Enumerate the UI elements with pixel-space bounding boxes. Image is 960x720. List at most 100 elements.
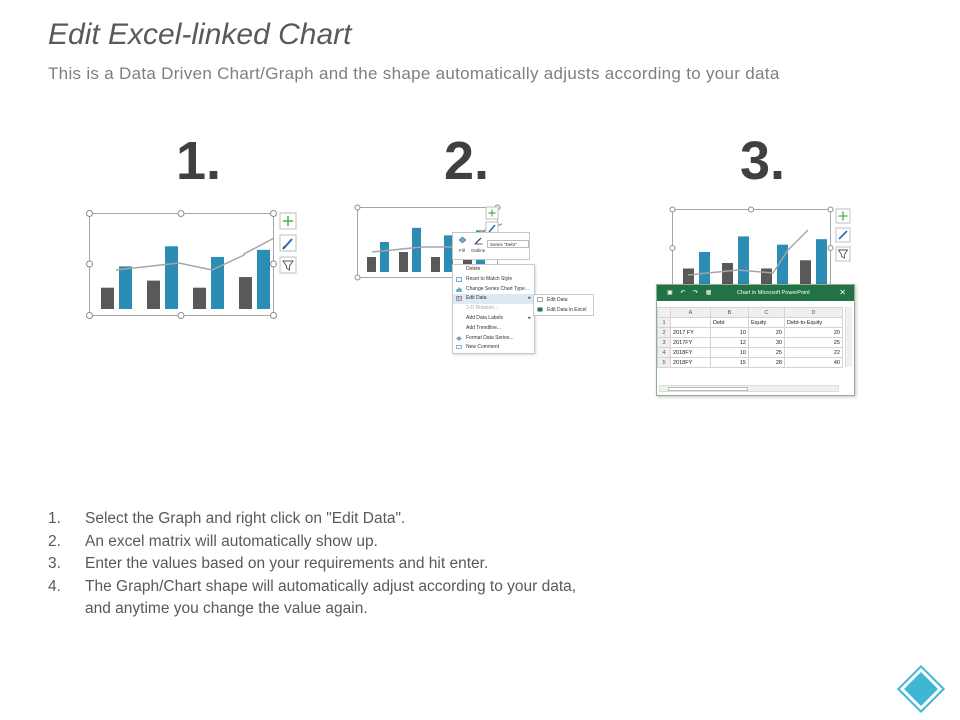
chart-3-bar-7[interactable]: [800, 260, 811, 285]
fill-button[interactable]: Fill: [455, 236, 469, 253]
cell[interactable]: Equity: [748, 317, 785, 328]
chart-styles-button[interactable]: [279, 234, 297, 252]
cell[interactable]: 20: [784, 327, 843, 338]
chart-3-styles-button[interactable]: [835, 227, 851, 243]
cell[interactable]: 25: [784, 337, 843, 348]
chart-1-bar-5[interactable]: [193, 287, 206, 309]
column-header-a[interactable]: A: [670, 307, 711, 318]
excel-window[interactable]: ▣ ↶ ↷ ▦ Chart in Microsoft PowerPoint ✕ …: [656, 284, 855, 396]
chart-1-bar-4[interactable]: [165, 246, 178, 309]
scrollbar-thumb[interactable]: [668, 387, 748, 391]
outline-button[interactable]: Outline: [471, 236, 485, 253]
row-header[interactable]: 5: [657, 357, 671, 368]
row-header[interactable]: 2: [657, 327, 671, 338]
chart-3-filters-button[interactable]: [835, 246, 851, 262]
chart-elements-button[interactable]: [279, 212, 297, 230]
chart-3-bar-8[interactable]: [816, 239, 827, 285]
chart-1-bar-3[interactable]: [147, 280, 160, 309]
chart-3-elements-button[interactable]: [835, 208, 851, 224]
menu-item-change-chart-type[interactable]: Change Series Chart Type...: [453, 285, 534, 295]
menu-item-format-data-series[interactable]: Format Data Series...: [453, 334, 534, 344]
chart-3-bar-3[interactable]: [722, 263, 733, 285]
chart-2-bar-6[interactable]: [444, 235, 453, 272]
chart-panel-1[interactable]: [84, 208, 304, 320]
cell[interactable]: Debt-to-Equity: [784, 317, 843, 328]
cell[interactable]: 2017 FY: [670, 327, 711, 338]
menu-item-add-data-labels[interactable]: Add Data Labels ▸: [453, 314, 534, 324]
menu-item-new-comment[interactable]: New Comment: [453, 343, 534, 353]
corner-cell[interactable]: [657, 307, 671, 318]
cell[interactable]: 25: [748, 347, 785, 358]
row-header[interactable]: 1: [657, 317, 671, 328]
row-header[interactable]: 4: [657, 347, 671, 358]
cell[interactable]: Debt: [710, 317, 749, 328]
cell[interactable]: 28: [748, 357, 785, 368]
chart-2-styles-button[interactable]: [485, 221, 499, 235]
quick-access-icons[interactable]: ▣ ↶ ↷ ▦: [667, 290, 715, 296]
chart-3-bars[interactable]: [683, 236, 827, 285]
menu-item-delete[interactable]: Delete: [453, 265, 534, 275]
chart-1-bar-1[interactable]: [101, 287, 114, 309]
spreadsheet-grid[interactable]: A B C D 1 Debt Equity Debt-to-Equity 2 2…: [657, 307, 843, 368]
chart-1-svg[interactable]: [84, 208, 304, 320]
cell[interactable]: 20: [748, 327, 785, 338]
step-number-2: 2.: [444, 131, 490, 191]
series-dropdown[interactable]: Series "Debt": [487, 240, 529, 248]
column-header-d[interactable]: D: [784, 307, 843, 318]
chart-2-bar-5[interactable]: [431, 257, 440, 272]
format-mini-toolbar[interactable]: Fill Outline Series "Debt": [452, 232, 530, 260]
context-menu[interactable]: Delete Reset to Match Style Change Serie…: [452, 264, 535, 354]
chart-2-elements-button[interactable]: [485, 206, 499, 220]
chart-1-bar-2[interactable]: [119, 266, 132, 309]
chart-3-bar-5[interactable]: [761, 268, 772, 286]
chart-1-bar-7[interactable]: [239, 277, 252, 309]
menu-item-reset-style[interactable]: Reset to Match Style: [453, 275, 534, 285]
chevron-right-icon: ▸: [528, 314, 531, 321]
chart-1-bar-6[interactable]: [211, 256, 224, 309]
cell[interactable]: 2018FY: [670, 347, 711, 358]
cell[interactable]: 2017FY: [670, 337, 711, 348]
trendline-icon: [456, 326, 462, 331]
chart-3-bar-1[interactable]: [683, 268, 694, 286]
cell[interactable]: 10: [710, 327, 749, 338]
submenu-item-edit-data-in-excel[interactable]: Edit Data in Excel: [534, 305, 593, 315]
chart-1-selection-handles[interactable]: [86, 210, 277, 319]
cell[interactable]: 30: [748, 337, 785, 348]
menu-item-edit-data[interactable]: Edit Data ▸: [453, 294, 534, 305]
chart-3-bar-4[interactable]: [738, 236, 749, 285]
menu-item-label: Add Data Labels: [466, 314, 503, 321]
cell[interactable]: 12: [710, 337, 749, 348]
cell[interactable]: 40: [784, 357, 843, 368]
chart-1-bar-8[interactable]: [257, 249, 270, 309]
chart-2-bar-1[interactable]: [367, 257, 376, 272]
submenu-item-label: Edit Data: [547, 297, 568, 303]
cell[interactable]: [670, 317, 711, 328]
cell[interactable]: 2018FY: [670, 357, 711, 368]
menu-item-add-trendline[interactable]: Add Trendline...: [453, 324, 534, 334]
chart-panel-3[interactable]: [668, 205, 858, 290]
submenu-item-edit-data[interactable]: Edit Data: [534, 295, 593, 305]
chart-2-bar-2[interactable]: [380, 242, 389, 272]
menu-item-label: Add Trendline...: [466, 324, 502, 331]
chart-3-selection-handles[interactable]: [669, 206, 834, 251]
cell[interactable]: 15: [710, 357, 749, 368]
cell[interactable]: 10: [710, 347, 749, 358]
close-icon[interactable]: ✕: [839, 288, 846, 297]
chart-3-bar-6[interactable]: [777, 244, 788, 285]
chart-2-bar-4[interactable]: [412, 227, 421, 272]
chart-3-bar-2[interactable]: [699, 252, 710, 285]
list-number: 1.: [48, 510, 61, 527]
column-header-b[interactable]: B: [710, 307, 749, 318]
vertical-scrollbar[interactable]: [845, 307, 852, 367]
row-header[interactable]: 3: [657, 337, 671, 348]
horizontal-scrollbar[interactable]: [659, 385, 839, 392]
chart-2-bar-7[interactable]: [463, 249, 472, 273]
chart-1-bars[interactable]: [101, 246, 270, 309]
cell[interactable]: 22: [784, 347, 843, 358]
chart-3-svg[interactable]: [668, 205, 858, 290]
chart-2-bar-3[interactable]: [399, 252, 408, 272]
chart-filters-button[interactable]: [279, 256, 297, 274]
column-header-c[interactable]: C: [748, 307, 785, 318]
edit-data-submenu[interactable]: Edit Data Edit Data in Excel: [533, 294, 594, 316]
excel-title-bar[interactable]: ▣ ↶ ↷ ▦ Chart in Microsoft PowerPoint ✕: [657, 285, 854, 301]
